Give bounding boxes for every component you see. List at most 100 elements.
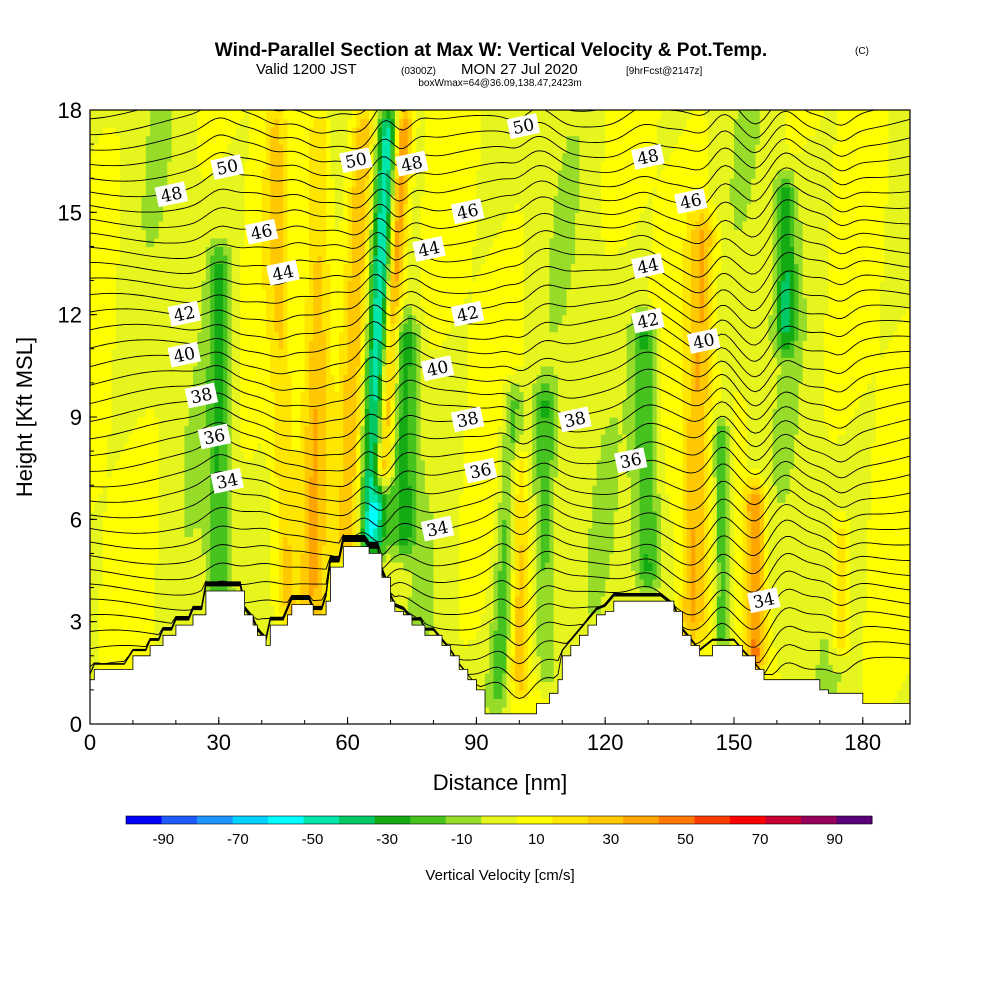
velocity-cell	[202, 451, 207, 460]
velocity-cell	[318, 588, 323, 597]
velocity-cell	[253, 451, 258, 460]
velocity-cell	[266, 323, 271, 332]
velocity-cell	[330, 349, 335, 358]
velocity-cell	[292, 451, 297, 460]
velocity-cell	[343, 332, 348, 341]
velocity-cell	[232, 136, 237, 145]
velocity-cell	[120, 204, 125, 213]
velocity-cell	[270, 178, 275, 187]
velocity-cell	[103, 136, 108, 145]
velocity-cell	[120, 613, 125, 622]
velocity-cell	[163, 306, 168, 315]
velocity-cell	[270, 588, 275, 597]
velocity-cell	[159, 391, 164, 400]
velocity-cell	[154, 357, 159, 366]
velocity-cell	[223, 136, 228, 145]
velocity-cell	[159, 212, 164, 221]
velocity-cell	[360, 477, 365, 486]
velocity-cell	[296, 127, 301, 136]
velocity-cell	[296, 357, 301, 366]
velocity-cell	[223, 281, 228, 290]
velocity-cell	[189, 178, 194, 187]
velocity-cell	[163, 613, 168, 622]
velocity-cell	[309, 357, 314, 366]
velocity-cell	[326, 528, 331, 537]
velocity-cell	[94, 161, 99, 170]
velocity-cell	[189, 494, 194, 503]
velocity-cell	[116, 451, 121, 460]
velocity-cell	[292, 119, 297, 128]
velocity-cell	[137, 187, 142, 196]
velocity-cell	[180, 289, 185, 298]
velocity-cell	[253, 553, 258, 562]
velocity-cell	[167, 298, 172, 307]
velocity-cell	[172, 391, 177, 400]
velocity-cell	[103, 332, 108, 341]
velocity-cell	[343, 136, 348, 145]
velocity-cell	[150, 221, 155, 230]
velocity-cell	[236, 443, 241, 452]
velocity-cell	[382, 255, 387, 264]
velocity-cell	[142, 494, 147, 503]
velocity-cell	[94, 238, 99, 247]
velocity-cell	[137, 315, 142, 324]
velocity-cell	[129, 170, 134, 179]
velocity-cell	[262, 340, 267, 349]
velocity-cell	[159, 553, 164, 562]
velocity-cell	[313, 323, 318, 332]
velocity-cell	[172, 434, 177, 443]
velocity-cell	[305, 374, 310, 383]
velocity-cell	[335, 170, 340, 179]
velocity-cell	[94, 468, 99, 477]
velocity-cell	[330, 332, 335, 341]
velocity-cell	[283, 153, 288, 162]
velocity-cell	[343, 383, 348, 392]
velocity-cell	[193, 153, 198, 162]
velocity-cell	[133, 221, 138, 230]
velocity-cell	[163, 289, 168, 298]
velocity-cell	[335, 238, 340, 247]
velocity-cell	[107, 374, 112, 383]
velocity-cell	[292, 204, 297, 213]
velocity-cell	[206, 119, 211, 128]
velocity-cell	[133, 519, 138, 528]
velocity-cell	[137, 545, 142, 554]
velocity-cell	[339, 289, 344, 298]
velocity-cell	[326, 136, 331, 145]
velocity-cell	[107, 195, 112, 204]
velocity-cell	[129, 451, 134, 460]
velocity-cell	[154, 136, 159, 145]
velocity-cell	[279, 408, 284, 417]
velocity-cell	[300, 264, 305, 273]
velocity-cell	[137, 170, 142, 179]
velocity-cell	[90, 187, 95, 196]
velocity-cell	[202, 417, 207, 426]
velocity-cell	[94, 272, 99, 281]
velocity-cell	[172, 400, 177, 409]
velocity-cell	[275, 323, 280, 332]
velocity-cell	[236, 519, 241, 528]
velocity-cell	[202, 238, 207, 247]
velocity-cell	[137, 553, 142, 562]
velocity-cell	[287, 221, 292, 230]
velocity-cell	[253, 281, 258, 290]
velocity-cell	[296, 332, 301, 341]
velocity-cell	[154, 417, 159, 426]
velocity-cell	[184, 511, 189, 520]
velocity-cell	[283, 451, 288, 460]
velocity-cell	[240, 195, 245, 204]
velocity-cell	[94, 553, 99, 562]
velocity-cell	[343, 221, 348, 230]
velocity-cell	[111, 366, 116, 375]
velocity-cell	[313, 528, 318, 537]
velocity-cell	[210, 460, 215, 469]
velocity-cell	[116, 553, 121, 562]
velocity-cell	[313, 426, 318, 435]
velocity-cell	[202, 519, 207, 528]
velocity-cell	[159, 596, 164, 605]
velocity-cell	[176, 264, 181, 273]
velocity-cell	[313, 485, 318, 494]
velocity-cell	[103, 511, 108, 520]
velocity-cell	[292, 136, 297, 145]
velocity-cell	[111, 511, 116, 520]
